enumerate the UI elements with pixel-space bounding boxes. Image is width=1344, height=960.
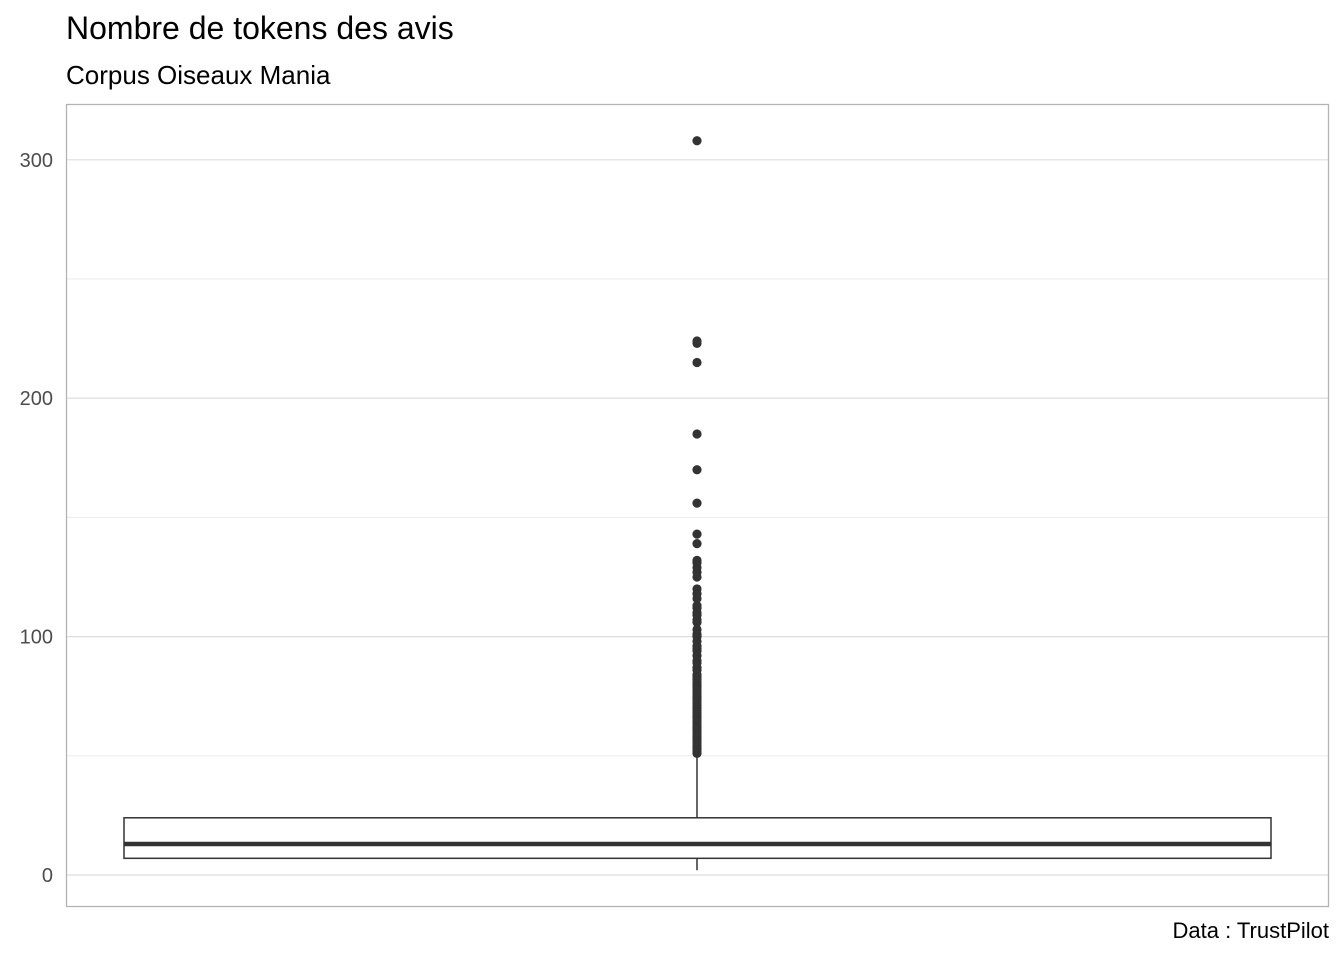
y-axis-tick-labels: 0 100 200 300	[20, 150, 53, 887]
major-gridlines	[67, 159, 1328, 876]
chart-title: Nombre de tokens des avis	[66, 10, 454, 46]
outlier-point	[692, 529, 702, 539]
y-tick-label: 300	[20, 150, 53, 172]
outlier-point	[692, 555, 702, 565]
outlier-point	[692, 624, 702, 635]
box	[123, 817, 1272, 860]
outlier-point	[692, 601, 702, 611]
outlier-point	[692, 584, 702, 594]
outlier-points	[692, 136, 702, 759]
y-tick-label: 100	[20, 627, 53, 649]
outlier-point	[692, 136, 702, 146]
chart-caption: Data : TrustPilot	[1172, 918, 1329, 943]
outlier-point	[692, 498, 702, 508]
panel-border	[65, 103, 1330, 908]
outlier-point	[692, 336, 702, 346]
outlier-point	[692, 429, 702, 439]
outlier-point	[692, 357, 702, 368]
outlier-point	[692, 539, 702, 549]
outlier-point	[692, 465, 702, 475]
y-tick-label: 200	[20, 388, 53, 410]
y-tick-label: 0	[42, 865, 53, 887]
chart-subtitle: Corpus Oiseaux Mania	[66, 60, 331, 90]
box-group	[123, 817, 1272, 860]
